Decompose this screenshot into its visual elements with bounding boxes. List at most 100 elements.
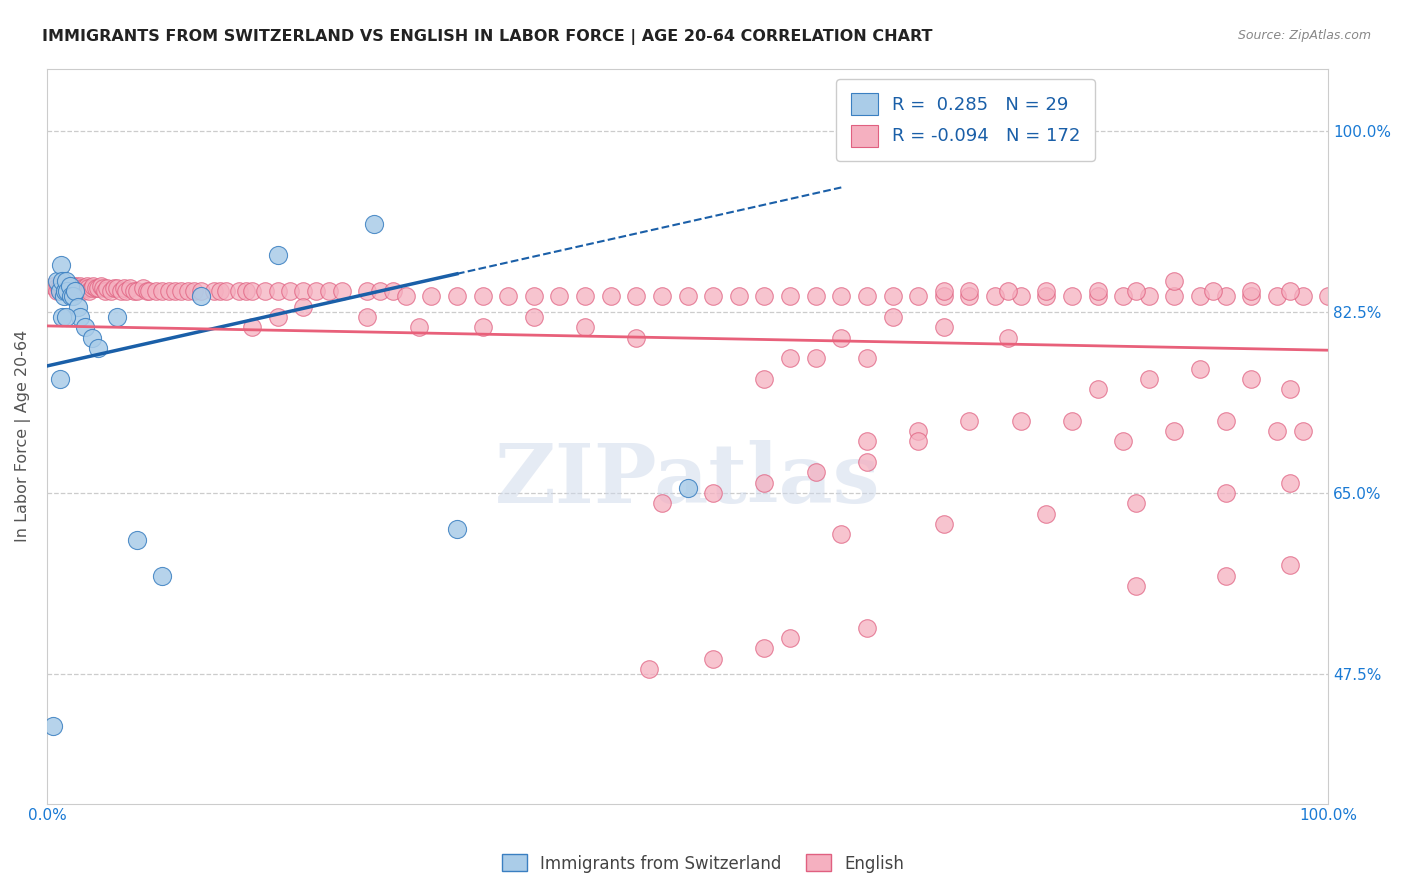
Point bbox=[72, 284, 94, 298]
Point bbox=[75, 320, 97, 334]
Point bbox=[63, 281, 86, 295]
Point bbox=[235, 284, 257, 298]
Point bbox=[165, 284, 187, 298]
Legend: R =  0.285   N = 29, R = -0.094   N = 172: R = 0.285 N = 29, R = -0.094 N = 172 bbox=[837, 79, 1095, 161]
Point bbox=[69, 310, 91, 324]
Point bbox=[676, 289, 699, 303]
Point bbox=[702, 486, 724, 500]
Point bbox=[1240, 372, 1263, 386]
Point bbox=[957, 289, 980, 303]
Point bbox=[135, 284, 157, 298]
Point bbox=[75, 281, 97, 295]
Point bbox=[1087, 284, 1109, 298]
Point bbox=[177, 284, 200, 298]
Point bbox=[830, 527, 852, 541]
Point bbox=[523, 310, 546, 324]
Point bbox=[80, 281, 103, 295]
Point bbox=[96, 281, 118, 295]
Point bbox=[1087, 383, 1109, 397]
Point bbox=[856, 621, 879, 635]
Point bbox=[1087, 289, 1109, 303]
Text: ZIPatlas: ZIPatlas bbox=[495, 440, 880, 520]
Point bbox=[253, 284, 276, 298]
Point bbox=[957, 413, 980, 427]
Point bbox=[830, 331, 852, 345]
Point bbox=[381, 284, 404, 298]
Point bbox=[1035, 284, 1057, 298]
Point bbox=[1240, 284, 1263, 298]
Point bbox=[82, 279, 104, 293]
Point bbox=[932, 320, 955, 334]
Point bbox=[1060, 413, 1083, 427]
Point bbox=[907, 424, 929, 438]
Point bbox=[1137, 289, 1160, 303]
Point bbox=[49, 279, 72, 293]
Point bbox=[59, 279, 82, 293]
Point bbox=[190, 284, 212, 298]
Point bbox=[122, 284, 145, 298]
Point bbox=[330, 284, 353, 298]
Point bbox=[280, 284, 302, 298]
Point bbox=[87, 341, 110, 355]
Point bbox=[1125, 496, 1147, 510]
Point bbox=[356, 284, 378, 298]
Point bbox=[1189, 361, 1212, 376]
Point bbox=[49, 284, 72, 298]
Point bbox=[45, 281, 67, 295]
Point bbox=[932, 289, 955, 303]
Point bbox=[779, 631, 801, 645]
Point bbox=[60, 281, 83, 295]
Point bbox=[103, 281, 125, 295]
Point bbox=[1189, 289, 1212, 303]
Point bbox=[67, 281, 90, 295]
Point bbox=[1278, 383, 1301, 397]
Text: IMMIGRANTS FROM SWITZERLAND VS ENGLISH IN LABOR FORCE | AGE 20-64 CORRELATION CH: IMMIGRANTS FROM SWITZERLAND VS ENGLISH I… bbox=[42, 29, 932, 45]
Point bbox=[51, 281, 73, 295]
Point bbox=[228, 284, 250, 298]
Point bbox=[292, 300, 315, 314]
Point bbox=[471, 320, 494, 334]
Point bbox=[93, 281, 115, 295]
Point bbox=[62, 279, 84, 293]
Point bbox=[1265, 424, 1288, 438]
Point bbox=[882, 289, 904, 303]
Point bbox=[70, 281, 93, 295]
Point bbox=[80, 331, 103, 345]
Point bbox=[1163, 424, 1185, 438]
Point bbox=[856, 455, 879, 469]
Point bbox=[1317, 289, 1340, 303]
Point bbox=[202, 284, 225, 298]
Point bbox=[830, 289, 852, 303]
Point bbox=[957, 284, 980, 298]
Point bbox=[42, 719, 65, 733]
Point bbox=[77, 284, 100, 298]
Point bbox=[66, 300, 89, 314]
Point bbox=[1215, 486, 1237, 500]
Point bbox=[446, 522, 468, 536]
Point bbox=[702, 289, 724, 303]
Point bbox=[574, 320, 596, 334]
Point bbox=[1278, 475, 1301, 490]
Point bbox=[145, 284, 167, 298]
Point bbox=[1112, 434, 1135, 449]
Point bbox=[1215, 289, 1237, 303]
Point bbox=[907, 434, 929, 449]
Point bbox=[65, 279, 87, 293]
Point bbox=[727, 289, 749, 303]
Point bbox=[1060, 289, 1083, 303]
Point bbox=[52, 289, 75, 303]
Point bbox=[318, 284, 340, 298]
Point bbox=[523, 289, 546, 303]
Point bbox=[76, 279, 98, 293]
Point bbox=[240, 320, 263, 334]
Point bbox=[1215, 569, 1237, 583]
Point bbox=[100, 284, 122, 298]
Point bbox=[53, 284, 76, 298]
Point bbox=[984, 289, 1007, 303]
Point bbox=[574, 289, 596, 303]
Point bbox=[702, 651, 724, 665]
Point bbox=[754, 372, 776, 386]
Point bbox=[754, 641, 776, 656]
Point bbox=[804, 465, 827, 479]
Point bbox=[651, 289, 673, 303]
